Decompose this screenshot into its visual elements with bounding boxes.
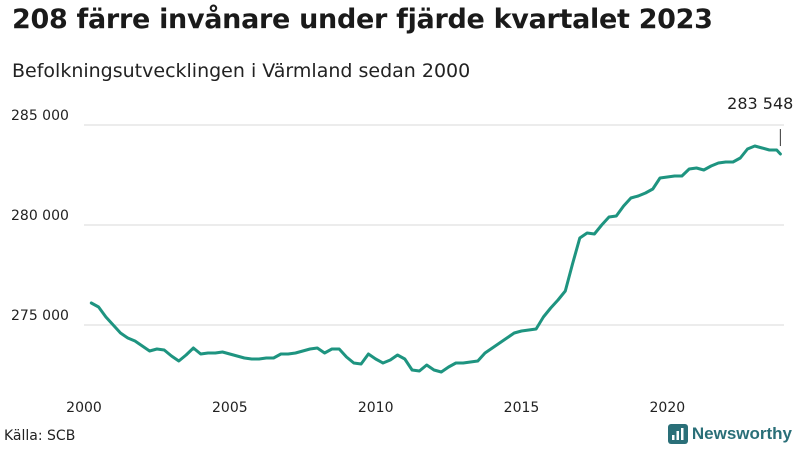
x-tick-label: 2000 [66,400,102,416]
chart-subtitle: Befolkningsutvecklingen i Värmland sedan… [12,60,471,82]
x-tick-label: 2020 [650,400,686,416]
chart-title: 208 färre invånare under fjärde kvartale… [12,4,713,35]
y-tick-label: 275 000 [11,308,69,324]
brand-logo[interactable]: Newsworthy [667,424,792,444]
x-tick-label: 2010 [358,400,394,416]
annotation-label: 283 548 [727,94,793,113]
x-tick-label: 2015 [504,400,540,416]
newsworthy-logo-icon [667,424,688,444]
x-axis-tick-labels: 2000 2005 2010 2015 2020 [66,400,685,416]
brand-name: Newsworthy [691,424,792,443]
gridlines [84,124,784,326]
y-axis-tick-labels: 275 000 280 000 285 000 [11,108,69,324]
source-note: Källa: SCB [4,428,76,444]
x-tick-label: 2005 [212,400,248,416]
population-series-line [89,144,782,374]
y-tick-label: 285 000 [11,108,69,124]
y-tick-label: 280 000 [11,208,69,224]
